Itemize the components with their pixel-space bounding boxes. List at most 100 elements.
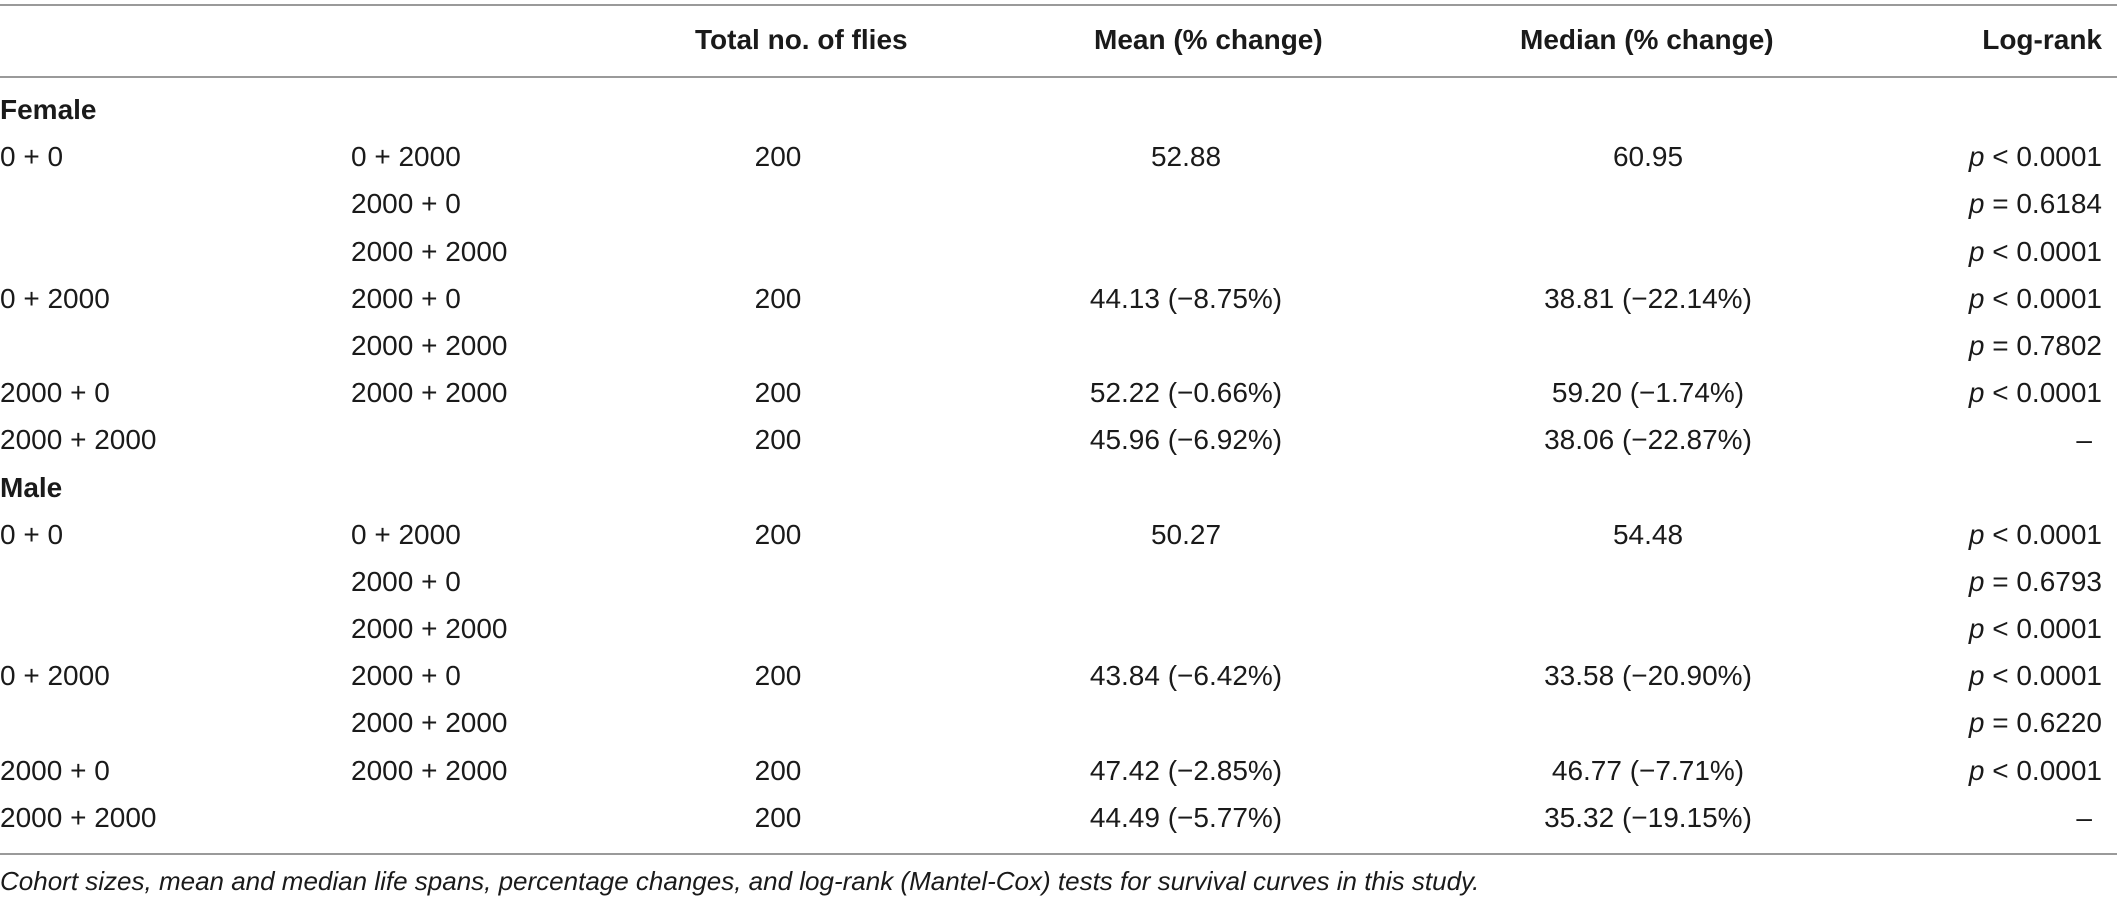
table-row: 2000 + 2000 p = 0.7802 [0,326,2117,373]
cell-log-rank: p < 0.0001 [1969,755,2102,787]
table-body: Female 0 + 0 0 + 2000 200 52.88 60.95 p < 0.00… [0,90,2117,845]
cell-mean: 47.42 (−2.85%) [1089,754,1283,786]
header-log-rank: Log-rank [1982,24,2102,55]
table-header: Total no. of flies Mean (% change) Media… [0,24,2117,60]
cell-mean: 45.96 (−6.92%) [1089,424,1283,456]
cell-log-rank: p = 0.6793 [1969,566,2102,598]
cell-log-rank: – [2076,424,2092,456]
p-symbol: p [1968,141,1985,173]
cell-mean: 43.84 (−6.42%) [1089,660,1283,692]
cell-log-rank: p < 0.0001 [1969,236,2102,268]
section-row: Male [0,468,2117,515]
table-row: 0 + 2000 2000 + 0 200 44.13 (−8.75%) 38.81 (… [0,279,2117,326]
cell-compare: 2000 + 0 [351,660,461,692]
cell-log-rank: p < 0.0001 [1969,613,2102,645]
table-row: 2000 + 0 p = 0.6184 [0,184,2117,231]
cell-compare: 2000 + 0 [351,565,461,597]
p-value: < 0.0001 [1984,754,2102,786]
cell-compare: 2000 + 2000 [351,707,508,739]
p-value: < 0.0001 [1984,377,2102,409]
cell-log-rank: – [2076,802,2092,834]
table-row: 2000 + 0 2000 + 2000 200 47.42 (−2.85%) 46.7… [0,751,2117,798]
table-row: 2000 + 0 p = 0.6793 [0,562,2117,609]
cell-compare: 0 + 2000 [351,518,461,550]
p-symbol: p [1968,329,1985,361]
cell-total-flies: 200 [754,282,802,314]
header-total-flies: Total no. of flies [695,24,908,55]
p-symbol: p [1968,707,1985,739]
p-value: < 0.0001 [1984,660,2102,692]
p-symbol: p [1968,377,1985,409]
cell-group: 0 + 2000 [0,660,110,692]
cell-total-flies: 200 [754,377,802,409]
cell-total-flies: 200 [754,141,802,173]
cell-compare: 2000 + 2000 [351,329,508,361]
p-value: < 0.0001 [1984,518,2102,550]
cell-log-rank: p = 0.6184 [1969,188,2102,220]
cell-median: 60.95 [1612,141,1684,173]
cell-group: 2000 + 2000 [0,801,157,833]
table-bottom-rule [0,853,2117,855]
p-symbol: p [1968,754,1985,786]
cell-median: 33.58 (−20.90%) [1544,660,1752,692]
cell-log-rank: p < 0.0001 [1969,660,2102,692]
table-row: 0 + 0 0 + 2000 200 50.27 54.48 p < 0.0001 [0,515,2117,562]
cell-compare: 2000 + 2000 [351,377,508,409]
cell-mean: 50.27 [1150,518,1222,550]
cell-log-rank: p < 0.0001 [1969,519,2102,551]
cell-mean: 52.22 (−0.66%) [1089,377,1283,409]
p-symbol: p [1968,235,1985,267]
p-symbol: p [1968,613,1985,645]
cell-median: 35.32 (−19.15%) [1544,801,1752,833]
cell-median: 38.06 (−22.87%) [1544,424,1752,456]
cell-group: 0 + 0 [0,518,64,550]
cell-group: 0 + 2000 [0,282,110,314]
cell-compare: 0 + 2000 [351,141,461,173]
cell-mean: 44.13 (−8.75%) [1089,282,1283,314]
cell-log-rank: p = 0.6220 [1969,707,2102,739]
table-caption: Cohort sizes, mean and median life spans… [0,866,1480,896]
p-symbol: p [1968,518,1985,550]
section-row: Female [0,90,2117,137]
p-value: = 0.7802 [1984,329,2102,361]
cell-compare: 2000 + 2000 [351,235,508,267]
cell-compare: 2000 + 2000 [351,613,508,645]
cell-compare: 2000 + 0 [351,282,461,314]
p-value: – [2076,424,2092,456]
table-row: 0 + 0 0 + 2000 200 52.88 60.95 p < 0.0001 [0,137,2117,184]
table-row: 2000 + 2000 200 45.96 (−6.92%) 38.06 (−22.8… [0,420,2117,467]
p-value: < 0.0001 [1984,613,2102,645]
table-row: 2000 + 2000 p = 0.6220 [0,703,2117,750]
p-value: < 0.0001 [1984,282,2102,314]
table-row: 0 + 2000 2000 + 0 200 43.84 (−6.42%) 33.58 (… [0,656,2117,703]
cell-log-rank: p < 0.0001 [1969,377,2102,409]
p-symbol: p [1968,660,1985,692]
p-value: – [2076,801,2092,833]
p-symbol: p [1968,282,1985,314]
p-value: < 0.0001 [1984,235,2102,267]
cell-median: 46.77 (−7.71%) [1551,754,1745,786]
cell-group: 0 + 0 [0,141,64,173]
table-row: 2000 + 2000 200 44.49 (−5.77%) 35.32 (−19.1… [0,798,2117,845]
p-value: = 0.6184 [1984,188,2102,220]
header-mean: Mean (% change) [1094,24,1323,55]
p-value: < 0.0001 [1984,141,2102,173]
cell-log-rank: p < 0.0001 [1969,141,2102,173]
cell-group: 2000 + 0 [0,754,110,786]
cell-compare: 2000 + 2000 [351,754,508,786]
cell-compare: 2000 + 0 [351,188,461,220]
cell-total-flies: 200 [754,424,802,456]
cell-log-rank: p = 0.7802 [1969,330,2102,362]
p-value: = 0.6220 [1984,707,2102,739]
cell-median: 54.48 [1612,518,1684,550]
cell-log-rank: p < 0.0001 [1969,283,2102,315]
cell-total-flies: 200 [754,518,802,550]
table-header-rule [0,76,2117,78]
p-symbol: p [1968,188,1985,220]
table-row: 2000 + 2000 p < 0.0001 [0,609,2117,656]
table-top-rule [0,4,2117,6]
cell-mean: 52.88 [1150,141,1222,173]
header-median: Median (% change) [1520,24,1774,55]
section-label: Female [0,94,97,125]
